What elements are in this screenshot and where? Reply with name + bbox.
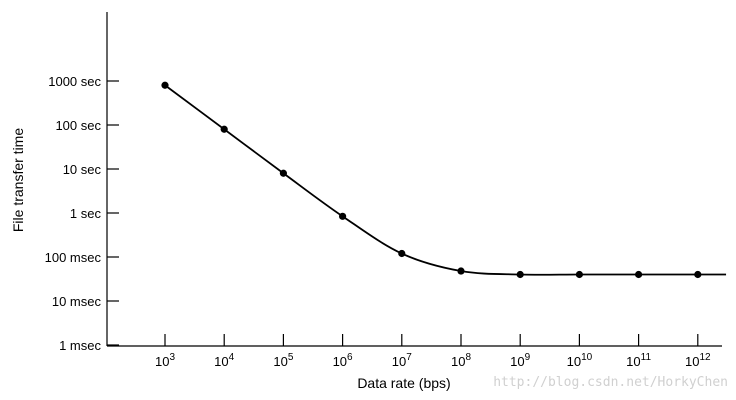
data-point	[635, 270, 643, 279]
x-tick-label: 1010	[567, 352, 593, 369]
x-axis-label: Data rate (bps)	[357, 375, 450, 391]
data-point	[516, 270, 524, 279]
x-tick-exponent: 3	[169, 352, 175, 363]
x-tick-base: 10	[685, 354, 699, 369]
x-tick-label: 103	[155, 352, 175, 369]
data-point	[279, 169, 287, 177]
x-tick-base: 10	[214, 354, 228, 369]
x-ticks: 103 104 105 106 107 108 109 1010 1011 1012	[155, 334, 711, 369]
x-tick-label: 107	[392, 352, 412, 369]
x-tick-label: 108	[451, 352, 471, 369]
x-tick-exponent: 9	[525, 352, 531, 363]
series	[161, 81, 727, 279]
x-tick-base: 10	[626, 354, 640, 369]
x-tick-label: 1011	[626, 352, 651, 369]
x-tick-base: 10	[510, 354, 524, 369]
axes	[106, 12, 722, 347]
series-line	[164, 84, 727, 276]
y-tick-label: 1 sec	[70, 206, 102, 221]
x-tick-label: 105	[273, 352, 293, 369]
y-tick-label: 10 sec	[63, 162, 102, 177]
watermark: http://blog.csdn.net/HorkyChen	[493, 375, 728, 390]
data-point	[339, 212, 347, 220]
data-point	[161, 81, 169, 89]
x-tick-exponent: 10	[581, 352, 593, 363]
y-ticks: 1000 sec 100 sec 10 sec 1 sec 100 msec 10 mse…	[45, 74, 119, 353]
data-point	[220, 125, 228, 133]
x-tick-base: 10	[273, 354, 287, 369]
data-point	[575, 270, 584, 279]
y-tick-label: 100 sec	[55, 118, 101, 133]
x-tick-base: 10	[392, 354, 406, 369]
y-axis-label: File transfer time	[10, 128, 26, 232]
x-tick-exponent: 12	[699, 352, 711, 363]
x-tick-exponent: 4	[229, 352, 235, 363]
data-point	[398, 249, 406, 258]
x-tick-base: 10	[333, 354, 347, 369]
y-tick-label: 100 msec	[45, 250, 102, 265]
x-tick-label: 106	[333, 352, 353, 369]
x-tick-base: 10	[567, 354, 581, 369]
x-tick-label: 104	[214, 352, 234, 369]
y-tick-label: 1000 sec	[48, 74, 101, 89]
y-tick-label: 1 msec	[59, 338, 101, 353]
y-tick-label: 10 msec	[52, 294, 102, 309]
x-tick-exponent: 6	[347, 352, 353, 363]
data-point	[694, 270, 702, 279]
x-tick-exponent: 11	[641, 352, 652, 363]
x-tick-label: 1012	[685, 352, 711, 369]
x-tick-base: 10	[155, 354, 169, 369]
x-tick-exponent: 7	[406, 352, 412, 363]
x-tick-label: 109	[510, 352, 530, 369]
x-tick-exponent: 8	[465, 352, 471, 363]
data-point	[457, 267, 465, 275]
x-tick-base: 10	[451, 354, 465, 369]
x-tick-exponent: 5	[288, 352, 294, 363]
